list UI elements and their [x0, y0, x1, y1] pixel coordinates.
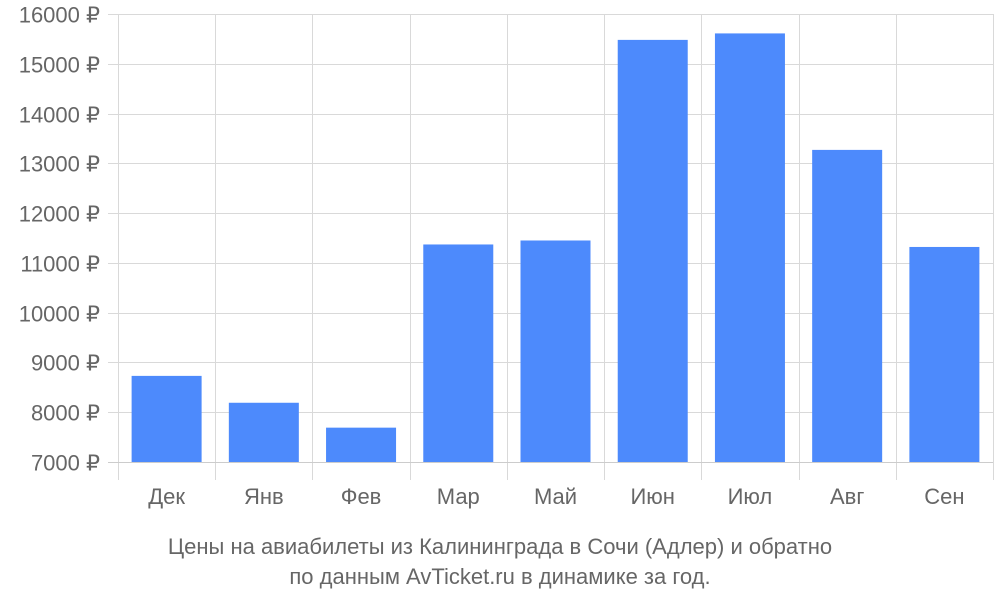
- bar-9: [909, 246, 980, 462]
- bar-2: [228, 402, 299, 462]
- x-tick-label: Мар: [437, 484, 480, 509]
- x-tick-label: Сен: [924, 484, 964, 509]
- x-tick-label: Янв: [244, 484, 284, 509]
- y-tick-label: 15000 ₽: [19, 53, 100, 78]
- x-tick-label: Июл: [728, 484, 773, 509]
- x-axis-labels: Дек Янв Фев Мар Май Июн Июл Авг Сен: [148, 484, 964, 509]
- x-tick-label: Дек: [148, 484, 185, 509]
- x-tick-label: Фев: [341, 484, 382, 509]
- y-tick-label: 16000 ₽: [19, 3, 100, 28]
- y-axis-labels: 7000 ₽ 8000 ₽ 9000 ₽ 10000 ₽ 11000 ₽ 12000 ₽ 1…: [19, 3, 100, 476]
- bar-5: [520, 240, 591, 462]
- y-tick-label: 14000 ₽: [19, 103, 100, 128]
- y-tick-label: 13000 ₽: [19, 152, 100, 177]
- x-tick-label: Авг: [830, 484, 864, 509]
- bars: [131, 33, 980, 463]
- y-tick-label: 10000 ₽: [19, 302, 100, 327]
- bar-1: [131, 375, 202, 462]
- y-tick-label: 7000 ₽: [31, 451, 100, 476]
- caption-line-2: по данным AvTicket.ru в динамике за год.: [289, 564, 711, 589]
- x-tick-label: Июн: [630, 484, 674, 509]
- bar-3: [326, 427, 397, 462]
- y-tick-label: 8000 ₽: [31, 401, 100, 426]
- bar-8: [812, 149, 883, 463]
- y-tick-label: 11000 ₽: [20, 252, 100, 277]
- y-tick-label: 12000 ₽: [19, 202, 100, 227]
- x-tick-label: Май: [534, 484, 577, 509]
- price-bar-chart: 7000 ₽ 8000 ₽ 9000 ₽ 10000 ₽ 11000 ₽ 12000 ₽ 1…: [19, 3, 994, 509]
- bar-7: [714, 33, 785, 463]
- bar-6: [617, 39, 688, 462]
- bar-4: [423, 244, 494, 462]
- caption-line-1: Цены на авиабилеты из Калининграда в Соч…: [167, 534, 833, 559]
- chart-caption: Цены на авиабилеты из Калининграда в Соч…: [0, 532, 1000, 592]
- y-tick-label: 9000 ₽: [31, 351, 100, 376]
